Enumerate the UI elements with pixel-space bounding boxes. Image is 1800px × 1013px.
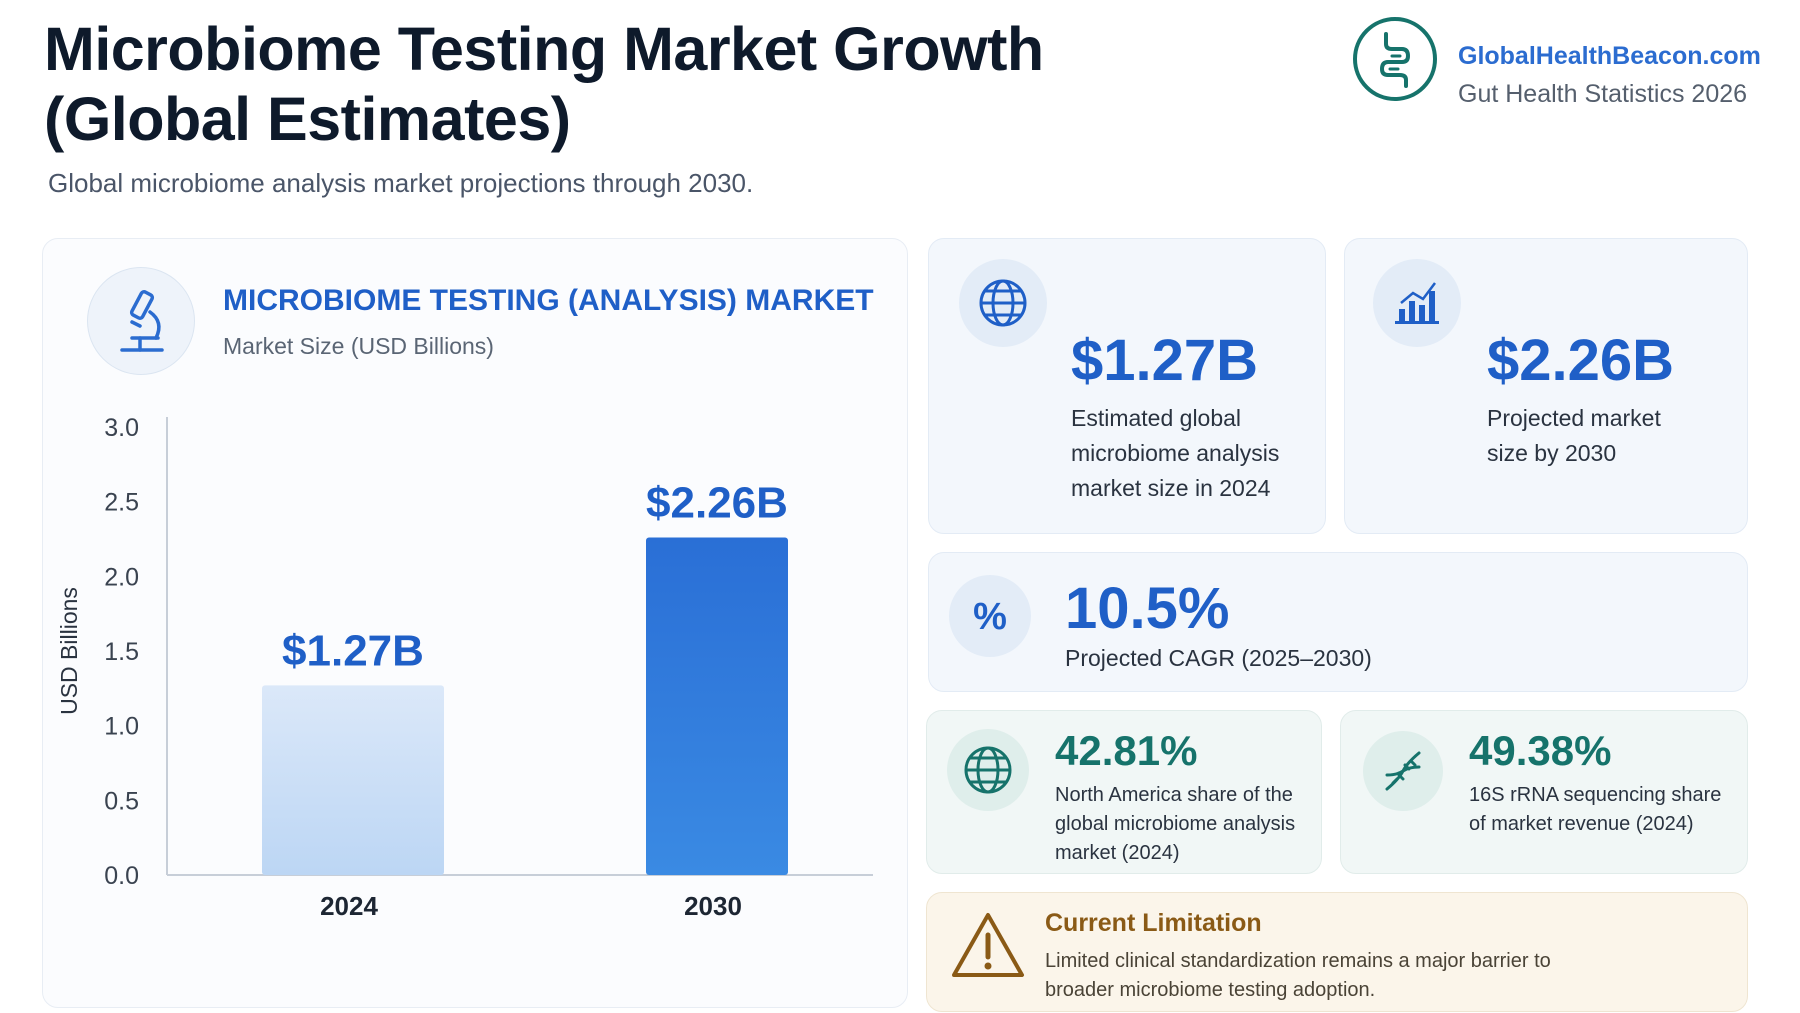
limitation-text: Limited clinical standardization remains… — [1045, 950, 1551, 1001]
stat-label: Projected CAGR (2025–2030) — [1065, 645, 1372, 671]
bar-data-label: $2.26B — [646, 479, 788, 528]
dna-icon-badge — [1363, 731, 1443, 811]
globe-icon-badge — [947, 729, 1029, 811]
stat-label: Estimated global microbiome analysis mar… — [1071, 405, 1280, 501]
stat-label: Projected market size by 2030 — [1487, 405, 1661, 466]
brand-tagline: Gut Health Statistics 2026 — [1458, 80, 1748, 108]
x-tick-label: 2024 — [320, 891, 378, 921]
y-axis-label: USD Billions — [56, 587, 82, 715]
svg-text:%: % — [973, 596, 1007, 638]
bar-chart-icon-badge — [1373, 259, 1461, 347]
stat-card-north-america: 42.81% North America share of the global… — [926, 710, 1322, 874]
bar-chart: 0.0 0.5 1.0 1.5 2.0 2.5 3.0 USD Billions $1.27B 2… — [56, 414, 873, 921]
microscope-icon — [120, 290, 164, 352]
y-tick-label: 2.5 — [104, 489, 139, 517]
gut-icon — [1353, 17, 1437, 101]
stat-card-rrna: 49.38% 16S rRNA sequencing share of mark… — [1340, 710, 1748, 874]
dna-icon — [1385, 751, 1421, 791]
limitation-card: Current Limitation Limited clinical stan… — [926, 892, 1748, 1012]
stat-card-cagr: % 10.5% Projected CAGR (2025–2030) — [928, 552, 1748, 692]
stat-card-size-2030: $2.26B Projected market size by 2030 — [1344, 238, 1748, 534]
bar-2030 — [646, 537, 788, 875]
bar-chart-icon — [1395, 282, 1439, 324]
chart-panel: MICROBIOME TESTING (ANALYSIS) MARKET Mar… — [42, 238, 908, 1008]
stat-value: 10.5% — [1065, 576, 1230, 641]
y-tick-label: 1.5 — [104, 638, 139, 666]
stat-value: $2.26B — [1487, 328, 1675, 393]
y-tick-label: 0.5 — [104, 787, 139, 815]
globe-icon-badge — [959, 259, 1047, 347]
limitation-title: Current Limitation — [1045, 909, 1262, 937]
globe-icon — [964, 746, 1012, 794]
stat-value: $1.27B — [1071, 328, 1259, 393]
brand-name[interactable]: GlobalHealthBeacon.com — [1458, 42, 1761, 70]
chart-subtitle: Market Size (USD Billions) — [223, 333, 494, 359]
bar-data-label: $1.27B — [282, 626, 424, 675]
stat-value: 42.81% — [1055, 727, 1198, 774]
percent-icon-badge: % — [949, 575, 1031, 657]
globe-icon — [979, 279, 1027, 327]
y-tick-label: 1.0 — [104, 713, 139, 741]
warning-icon — [952, 913, 1024, 977]
x-tick-label: 2030 — [684, 891, 742, 921]
y-tick-label: 0.0 — [104, 862, 139, 890]
stat-label: 16S rRNA sequencing share of market reve… — [1469, 784, 1722, 835]
brand-block: GlobalHealthBeacon.com Gut Health Statis… — [1352, 16, 1772, 108]
microscope-icon-badge — [87, 267, 195, 375]
page-title: Microbiome Testing Market Growth (Global… — [44, 15, 1044, 153]
y-tick-label: 3.0 — [104, 414, 139, 442]
chart-title: MICROBIOME TESTING (ANALYSIS) MARKET — [223, 284, 874, 317]
y-tick-label: 2.0 — [104, 563, 139, 591]
stat-card-size-2024: $1.27B Estimated global microbiome analy… — [928, 238, 1326, 534]
stat-value: 49.38% — [1469, 727, 1612, 774]
stat-label: North America share of the global microb… — [1055, 784, 1296, 864]
percent-icon: % — [973, 596, 1007, 638]
bar-2024 — [262, 685, 444, 875]
page-subtitle: Global microbiome analysis market projec… — [48, 168, 754, 198]
